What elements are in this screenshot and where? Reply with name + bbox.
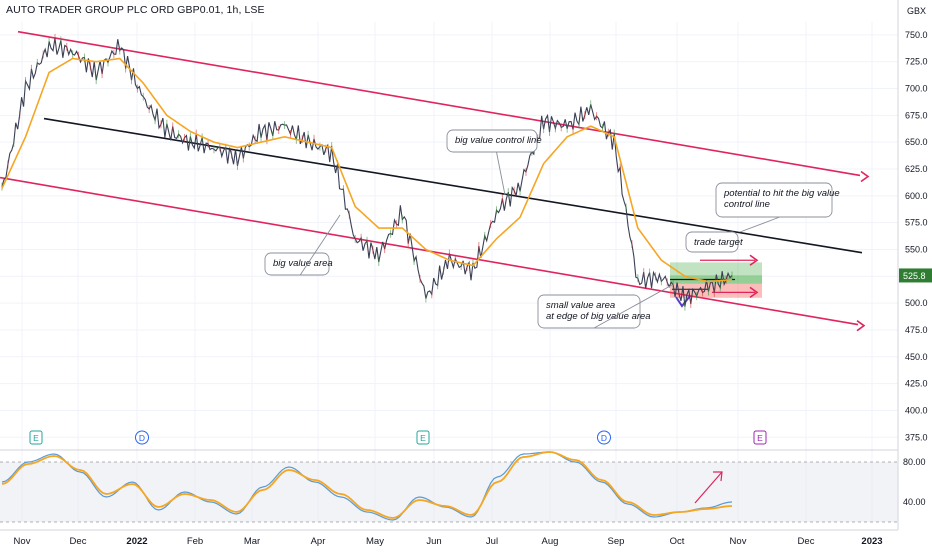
big-value-area-callout-box xyxy=(264,252,330,276)
check-mark-shape xyxy=(675,295,691,308)
moving-average-line xyxy=(1,57,733,283)
trade-target-callout-text: trade target xyxy=(694,237,743,248)
price-tick-label: 450.0 xyxy=(905,352,928,362)
small-value-area-callout-pointer xyxy=(593,284,673,329)
zone-arrowhead xyxy=(749,286,759,299)
time-tick-label: Nov xyxy=(14,536,31,547)
small-value-area-callout-text: at edge of big value area xyxy=(546,311,651,322)
time-tick-label: Jul xyxy=(486,536,498,547)
price-series xyxy=(1,33,733,311)
earnings-marker xyxy=(753,430,767,445)
target-arrowhead xyxy=(749,254,759,266)
event-marker-label: E xyxy=(33,433,39,443)
price-tick-label: 425.0 xyxy=(905,379,928,389)
trade-target-callout-box xyxy=(685,231,739,253)
time-tick-label: Mar xyxy=(244,536,260,547)
potential-callout-text: control line xyxy=(724,199,770,210)
event-marker-label: D xyxy=(601,433,607,443)
time-tick-label: Nov xyxy=(730,536,747,547)
oscillator-arrowhead xyxy=(713,471,723,482)
price-tick-label: 500.0 xyxy=(905,298,928,308)
time-tick-label: Dec xyxy=(70,536,87,547)
oscillator-panel xyxy=(0,451,898,523)
oscillator-tick-label: 40.00 xyxy=(903,497,926,507)
potential-callout-pointer xyxy=(739,216,780,233)
price-tick-label: 750.0 xyxy=(905,30,928,40)
oscillator-tick-label: 80.00 xyxy=(903,457,926,467)
oscillator-arrow-line xyxy=(694,471,723,504)
event-marker-label: D xyxy=(139,433,145,443)
big-value-area-callout-pointer xyxy=(299,214,341,276)
time-tick-label: Aug xyxy=(542,536,559,547)
price-tick-label: 550.0 xyxy=(905,244,928,254)
time-tick-label: 2022 xyxy=(126,536,147,547)
dividend-marker xyxy=(135,430,149,445)
oscillator-d-line xyxy=(1,451,733,519)
event-marker-label: E xyxy=(420,433,426,443)
oscillator-band xyxy=(0,462,898,522)
time-tick-label: May xyxy=(366,536,384,547)
upper-channel-line xyxy=(17,30,861,177)
price-tick-label: 700.0 xyxy=(905,84,928,94)
stop-zone xyxy=(670,283,762,298)
trade-target-callout: trade target xyxy=(685,231,743,253)
price-tick-label: 475.0 xyxy=(905,325,928,335)
price-tick-label: 600.0 xyxy=(905,191,928,201)
time-tick-label: Sep xyxy=(608,536,625,547)
earnings-marker xyxy=(29,430,43,445)
earnings-marker xyxy=(416,430,430,445)
time-axis-background xyxy=(0,530,932,550)
event-marker-label: E xyxy=(757,433,763,443)
currency-label: GBX xyxy=(907,6,926,16)
price-tick-label: 625.0 xyxy=(905,164,928,174)
lower-channel-arrowhead xyxy=(856,320,866,332)
price-tick-label: 650.0 xyxy=(905,137,928,147)
time-tick-label: Dec xyxy=(798,536,815,547)
time-tick-label: Apr xyxy=(311,536,326,547)
symbol-title: AUTO TRADER GROUP PLC ORD GBP0.01, 1h, L… xyxy=(6,4,265,16)
price-tick-label: 375.0 xyxy=(905,432,928,442)
time-tick-label: Oct xyxy=(670,536,685,547)
dividend-marker xyxy=(597,430,611,445)
price-tick-label: 675.0 xyxy=(905,110,928,120)
small-value-area-callout-text: small value area xyxy=(546,300,615,311)
control-line-callout-box xyxy=(446,129,538,153)
annotations: big value control line big value area smal… xyxy=(264,129,840,329)
price-tick-label: 575.0 xyxy=(905,218,928,228)
potential-callout-box xyxy=(715,182,833,218)
big-value-control-line xyxy=(43,117,863,254)
target-zone xyxy=(670,262,762,276)
last-price-badge xyxy=(899,268,932,283)
last-price-label: 525.8 xyxy=(903,271,926,281)
time-tick-label: Feb xyxy=(187,536,203,547)
time-tick-label: 2023 xyxy=(861,536,882,547)
potential-callout-text: potential to hit the big value xyxy=(723,188,840,199)
upper-channel-arrowhead xyxy=(860,170,870,183)
big-value-area-callout: big value area xyxy=(264,214,341,276)
price-tick-label: 725.0 xyxy=(905,57,928,67)
price-tick-label: 400.0 xyxy=(905,405,928,415)
time-tick-label: Jun xyxy=(426,536,441,547)
small-value-area-callout-box xyxy=(537,294,641,329)
control-line-callout-pointer xyxy=(496,151,506,196)
control-line-callout: big value control line xyxy=(446,129,542,196)
big-value-area-callout-text: big value area xyxy=(273,258,333,269)
control-line-callout-text: big value control line xyxy=(455,135,542,146)
